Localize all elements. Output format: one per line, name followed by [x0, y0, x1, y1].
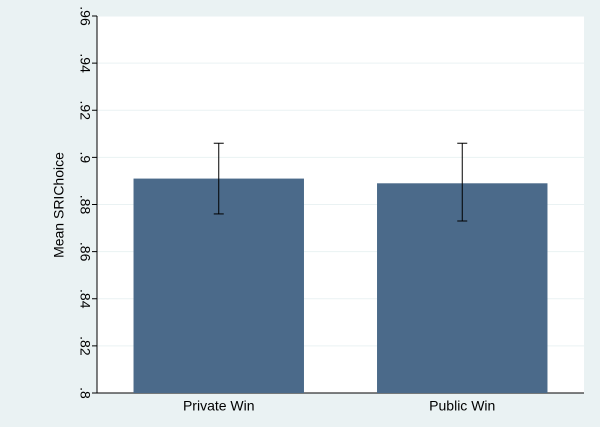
y-tick-label: .96	[77, 6, 93, 26]
y-tick-label: .9	[77, 152, 93, 164]
y-axis-title: Mean SRIChoice	[51, 152, 67, 258]
y-tick-label: .94	[77, 53, 93, 73]
y-tick-label: .84	[77, 289, 93, 309]
x-tick-label: Private Win	[183, 398, 255, 414]
y-tick-label: .88	[77, 195, 93, 215]
y-tick-label: .82	[77, 336, 93, 356]
x-tick-label: Public Win	[429, 398, 495, 414]
y-tick-label: .86	[77, 242, 93, 262]
y-tick-label: .92	[77, 101, 93, 121]
y-tick-label: .8	[77, 387, 93, 399]
